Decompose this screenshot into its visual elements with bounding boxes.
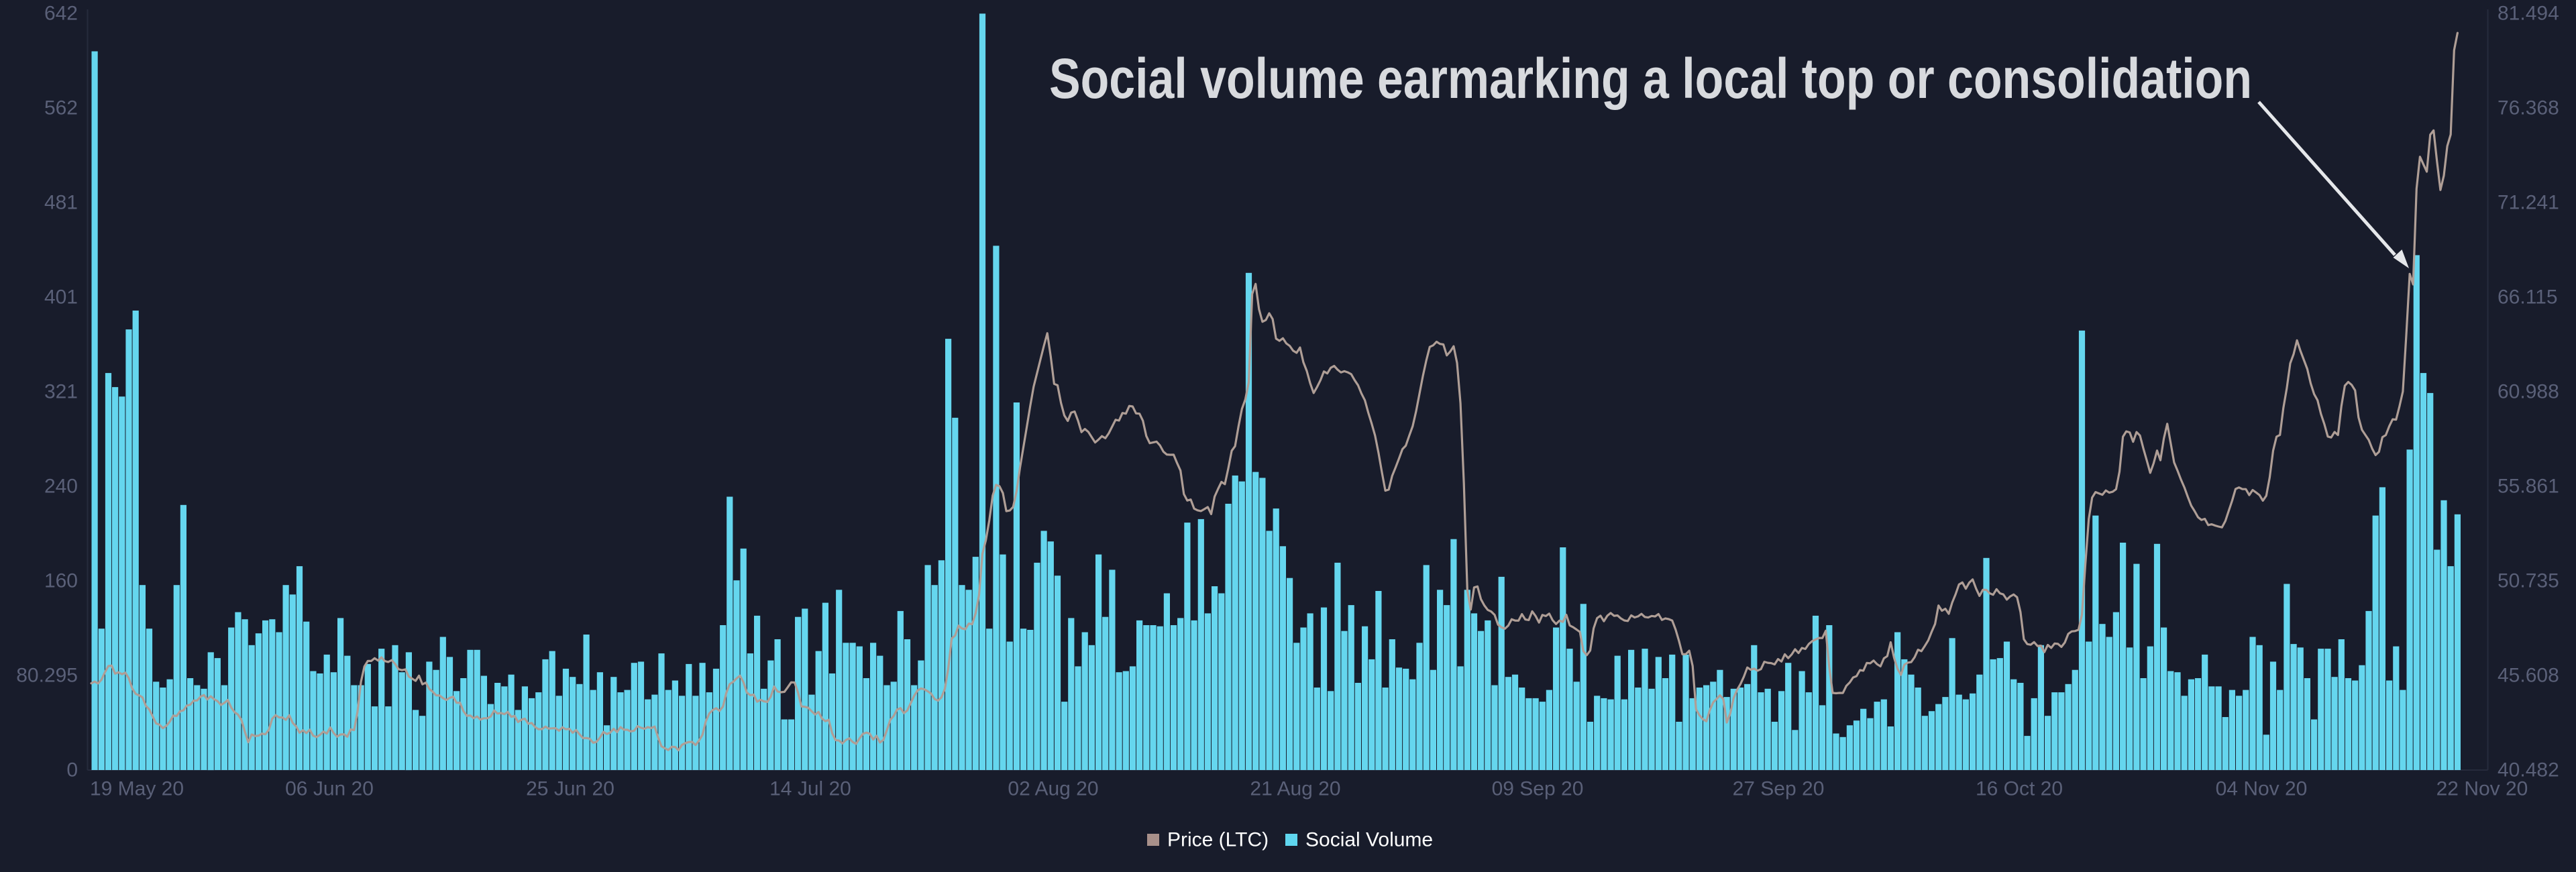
svg-text:22 Nov 20: 22 Nov 20	[2436, 778, 2528, 800]
svg-text:25 Jun 20: 25 Jun 20	[526, 778, 614, 800]
svg-text:60.988: 60.988	[2498, 381, 2559, 403]
svg-text:240: 240	[44, 476, 78, 498]
svg-text:481: 481	[44, 192, 78, 214]
svg-text:02 Aug 20: 02 Aug 20	[1008, 778, 1098, 800]
svg-text:80.295: 80.295	[16, 665, 78, 687]
svg-text:76.368: 76.368	[2498, 97, 2559, 119]
svg-text:160: 160	[44, 570, 78, 592]
svg-text:14 Jul 20: 14 Jul 20	[769, 778, 851, 800]
svg-text:21 Aug 20: 21 Aug 20	[1250, 778, 1340, 800]
svg-text:81.494: 81.494	[2498, 3, 2559, 25]
svg-text:401: 401	[44, 286, 78, 309]
svg-text:Price (LTC): Price (LTC)	[1167, 829, 1269, 851]
svg-text:321: 321	[44, 381, 78, 403]
svg-text:27 Sep 20: 27 Sep 20	[1733, 778, 1825, 800]
svg-text:55.861: 55.861	[2498, 476, 2559, 498]
svg-text:0: 0	[66, 759, 78, 781]
svg-text:45.608: 45.608	[2498, 665, 2559, 687]
svg-text:562: 562	[44, 97, 78, 119]
svg-text:19 May 20: 19 May 20	[90, 778, 184, 800]
svg-text:71.241: 71.241	[2498, 192, 2559, 214]
svg-text:Social volume earmarking a loc: Social volume earmarking a local top or …	[1049, 47, 2252, 110]
svg-text:642: 642	[44, 3, 78, 25]
svg-text:50.735: 50.735	[2498, 570, 2559, 592]
svg-text:66.115: 66.115	[2498, 286, 2558, 309]
svg-text:16 Oct 20: 16 Oct 20	[1976, 778, 2063, 800]
svg-text:06 Jun 20: 06 Jun 20	[285, 778, 374, 800]
svg-text:40.482: 40.482	[2498, 759, 2559, 781]
svg-text:Social Volume: Social Volume	[1305, 829, 1433, 851]
svg-text:09 Sep 20: 09 Sep 20	[1492, 778, 1584, 800]
svg-text:04 Nov 20: 04 Nov 20	[2216, 778, 2308, 800]
